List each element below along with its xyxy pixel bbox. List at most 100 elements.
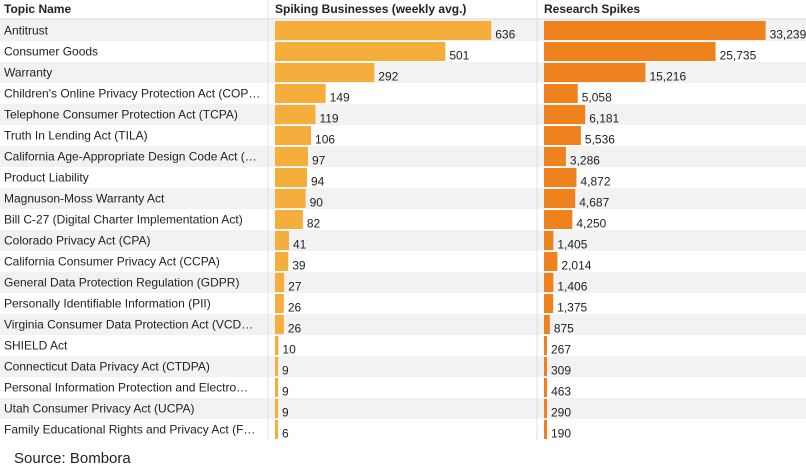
category-label: Antitrust (4, 24, 49, 38)
bar-research-spikes (544, 147, 566, 166)
value-label-research-spikes: 190 (551, 427, 571, 441)
category-label: Virginia Consumer Data Protection Act (V… (4, 318, 253, 332)
row-background (0, 188, 806, 209)
bar-spiking-businesses (275, 84, 326, 103)
value-label-spiking-businesses: 149 (330, 91, 350, 105)
column-header-topic: Topic Name (4, 2, 71, 16)
value-label-spiking-businesses: 39 (292, 259, 306, 273)
bar-spiking-businesses (275, 315, 284, 334)
value-label-spiking-businesses: 90 (310, 196, 324, 210)
category-label: Warranty (4, 66, 52, 80)
value-label-spiking-businesses: 26 (288, 301, 302, 315)
value-label-spiking-businesses: 636 (495, 28, 515, 42)
value-label-spiking-businesses: 106 (315, 133, 335, 147)
value-label-research-spikes: 1,375 (557, 301, 587, 315)
bar-research-spikes (544, 21, 766, 40)
category-label: Personally Identifiable Information (PII… (4, 297, 211, 311)
source-note: Source: Bombora (14, 450, 131, 467)
bar-research-spikes (544, 252, 558, 271)
value-label-spiking-businesses: 26 (288, 322, 302, 336)
bar-spiking-businesses (275, 273, 285, 292)
value-label-research-spikes: 2,014 (561, 259, 591, 273)
value-label-spiking-businesses: 41 (293, 238, 307, 252)
value-label-research-spikes: 463 (551, 385, 571, 399)
value-label-research-spikes: 4,687 (579, 196, 609, 210)
category-label: Consumer Goods (4, 45, 98, 59)
value-label-spiking-businesses: 292 (378, 70, 398, 84)
value-label-spiking-businesses: 27 (288, 280, 302, 294)
category-label: General Data Protection Regulation (GDPR… (4, 276, 239, 290)
category-label: California Age-Appropriate Design Code A… (4, 150, 257, 164)
category-label: California Consumer Privacy Act (CCPA) (4, 255, 220, 269)
bar-research-spikes (544, 357, 547, 376)
category-label: Children's Online Privacy Protection Act… (4, 87, 260, 101)
value-label-research-spikes: 3,286 (570, 154, 600, 168)
bar-research-spikes (544, 84, 578, 103)
bar-spiking-businesses (275, 294, 284, 313)
value-label-research-spikes: 267 (551, 343, 571, 357)
bar-spiking-businesses (275, 126, 312, 145)
bar-research-spikes (544, 42, 716, 61)
bar-spiking-businesses (275, 378, 279, 397)
bar-research-spikes (544, 126, 581, 145)
category-label: Personal Information Protection and Elec… (4, 381, 248, 395)
value-label-spiking-businesses: 119 (319, 112, 338, 126)
bar-research-spikes (544, 168, 577, 187)
value-label-spiking-businesses: 9 (282, 364, 289, 378)
category-label: Connecticut Data Privacy Act (CTDPA) (4, 360, 210, 374)
value-label-spiking-businesses: 97 (312, 154, 326, 168)
value-label-spiking-businesses: 9 (282, 406, 289, 420)
row-background (0, 272, 806, 293)
category-label: Family Educational Rights and Privacy Ac… (4, 423, 255, 437)
bar-spiking-businesses (275, 210, 303, 229)
category-label: Truth In Lending Act (TILA) (4, 129, 148, 143)
row-background (0, 356, 806, 377)
category-label: Product Liability (4, 171, 89, 185)
bar-research-spikes (544, 315, 550, 334)
value-label-spiking-businesses: 6 (282, 427, 289, 441)
column-header-research-spikes: Research Spikes (544, 2, 640, 16)
bar-spiking-businesses (275, 42, 446, 61)
value-label-research-spikes: 1,405 (557, 238, 587, 252)
bar-research-spikes (544, 399, 547, 418)
value-label-research-spikes: 4,250 (576, 217, 606, 231)
bar-spiking-businesses (275, 189, 306, 208)
row-background (0, 104, 806, 125)
category-label: Bill C-27 (Digital Charter Implementatio… (4, 213, 243, 227)
bar-research-spikes (544, 273, 554, 292)
bar-research-spikes (544, 378, 548, 397)
category-label: Colorado Privacy Act (CPA) (4, 234, 151, 248)
value-label-research-spikes: 5,058 (582, 91, 612, 105)
value-label-research-spikes: 875 (554, 322, 574, 336)
bar-research-spikes (544, 63, 646, 82)
bar-research-spikes (544, 210, 573, 229)
value-label-research-spikes: 5,536 (585, 133, 615, 147)
value-label-research-spikes: 15,216 (649, 70, 686, 84)
row-background (0, 314, 806, 335)
value-label-spiking-businesses: 501 (449, 49, 469, 63)
bar-spiking-businesses (275, 357, 279, 376)
bar-research-spikes (544, 294, 554, 313)
bar-research-spikes (544, 189, 576, 208)
bar-research-spikes (544, 231, 554, 250)
column-header-spiking-businesses: Spiking Businesses (weekly avg.) (275, 2, 466, 16)
bar-research-spikes (544, 105, 586, 124)
bar-research-spikes (544, 420, 547, 439)
value-label-spiking-businesses: 82 (307, 217, 321, 231)
row-background (0, 230, 806, 251)
category-label: Magnuson-Moss Warranty Act (4, 192, 165, 206)
bar-spiking-businesses (275, 420, 278, 439)
value-label-research-spikes: 4,872 (580, 175, 610, 189)
value-label-research-spikes: 33,239 (770, 28, 806, 42)
row-background (0, 146, 806, 167)
bar-spiking-businesses (275, 63, 375, 82)
bar-research-spikes (544, 336, 547, 355)
bar-spiking-businesses (275, 336, 279, 355)
value-label-spiking-businesses: 94 (311, 175, 325, 189)
category-label: Telephone Consumer Protection Act (TCPA) (4, 108, 238, 122)
chart: Topic Name Spiking Businesses (weekly avg… (0, 0, 806, 441)
bar-spiking-businesses (275, 252, 289, 271)
bar-spiking-businesses (275, 168, 307, 187)
category-label: Utah Consumer Privacy Act (UCPA) (4, 402, 195, 416)
value-label-research-spikes: 290 (551, 406, 571, 420)
